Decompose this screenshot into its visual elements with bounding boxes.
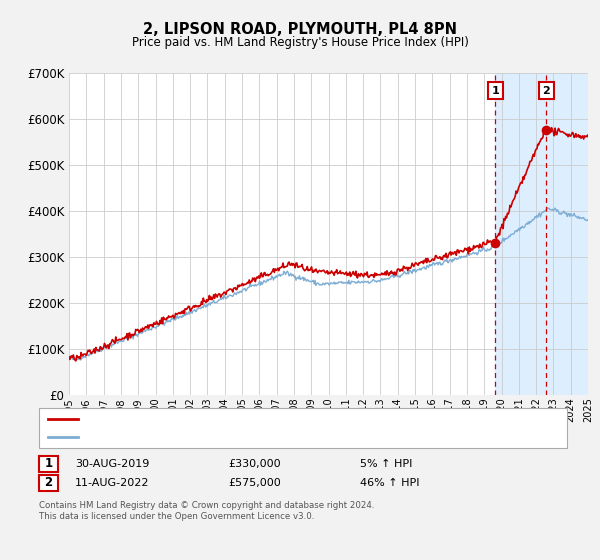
Text: 46% ↑ HPI: 46% ↑ HPI bbox=[360, 478, 419, 488]
Text: Contains HM Land Registry data © Crown copyright and database right 2024.: Contains HM Land Registry data © Crown c… bbox=[39, 501, 374, 510]
Text: Price paid vs. HM Land Registry's House Price Index (HPI): Price paid vs. HM Land Registry's House … bbox=[131, 36, 469, 49]
Bar bbox=[496, 73, 596, 395]
Text: 30-AUG-2019: 30-AUG-2019 bbox=[75, 459, 149, 469]
Text: 11-AUG-2022: 11-AUG-2022 bbox=[75, 478, 149, 488]
Text: £575,000: £575,000 bbox=[228, 478, 281, 488]
Text: 5% ↑ HPI: 5% ↑ HPI bbox=[360, 459, 412, 469]
Text: 2: 2 bbox=[542, 86, 550, 96]
Text: 2, LIPSON ROAD, PLYMOUTH, PL4 8PN: 2, LIPSON ROAD, PLYMOUTH, PL4 8PN bbox=[143, 22, 457, 38]
Text: HPI: Average price, detached house, City of Plymouth: HPI: Average price, detached house, City… bbox=[82, 432, 362, 442]
Text: 1: 1 bbox=[44, 457, 53, 470]
Text: £330,000: £330,000 bbox=[228, 459, 281, 469]
Text: 2, LIPSON ROAD, PLYMOUTH, PL4 8PN (detached house): 2, LIPSON ROAD, PLYMOUTH, PL4 8PN (detac… bbox=[82, 414, 373, 424]
Text: 1: 1 bbox=[491, 86, 499, 96]
Text: This data is licensed under the Open Government Licence v3.0.: This data is licensed under the Open Gov… bbox=[39, 512, 314, 521]
Text: 2: 2 bbox=[44, 476, 53, 489]
